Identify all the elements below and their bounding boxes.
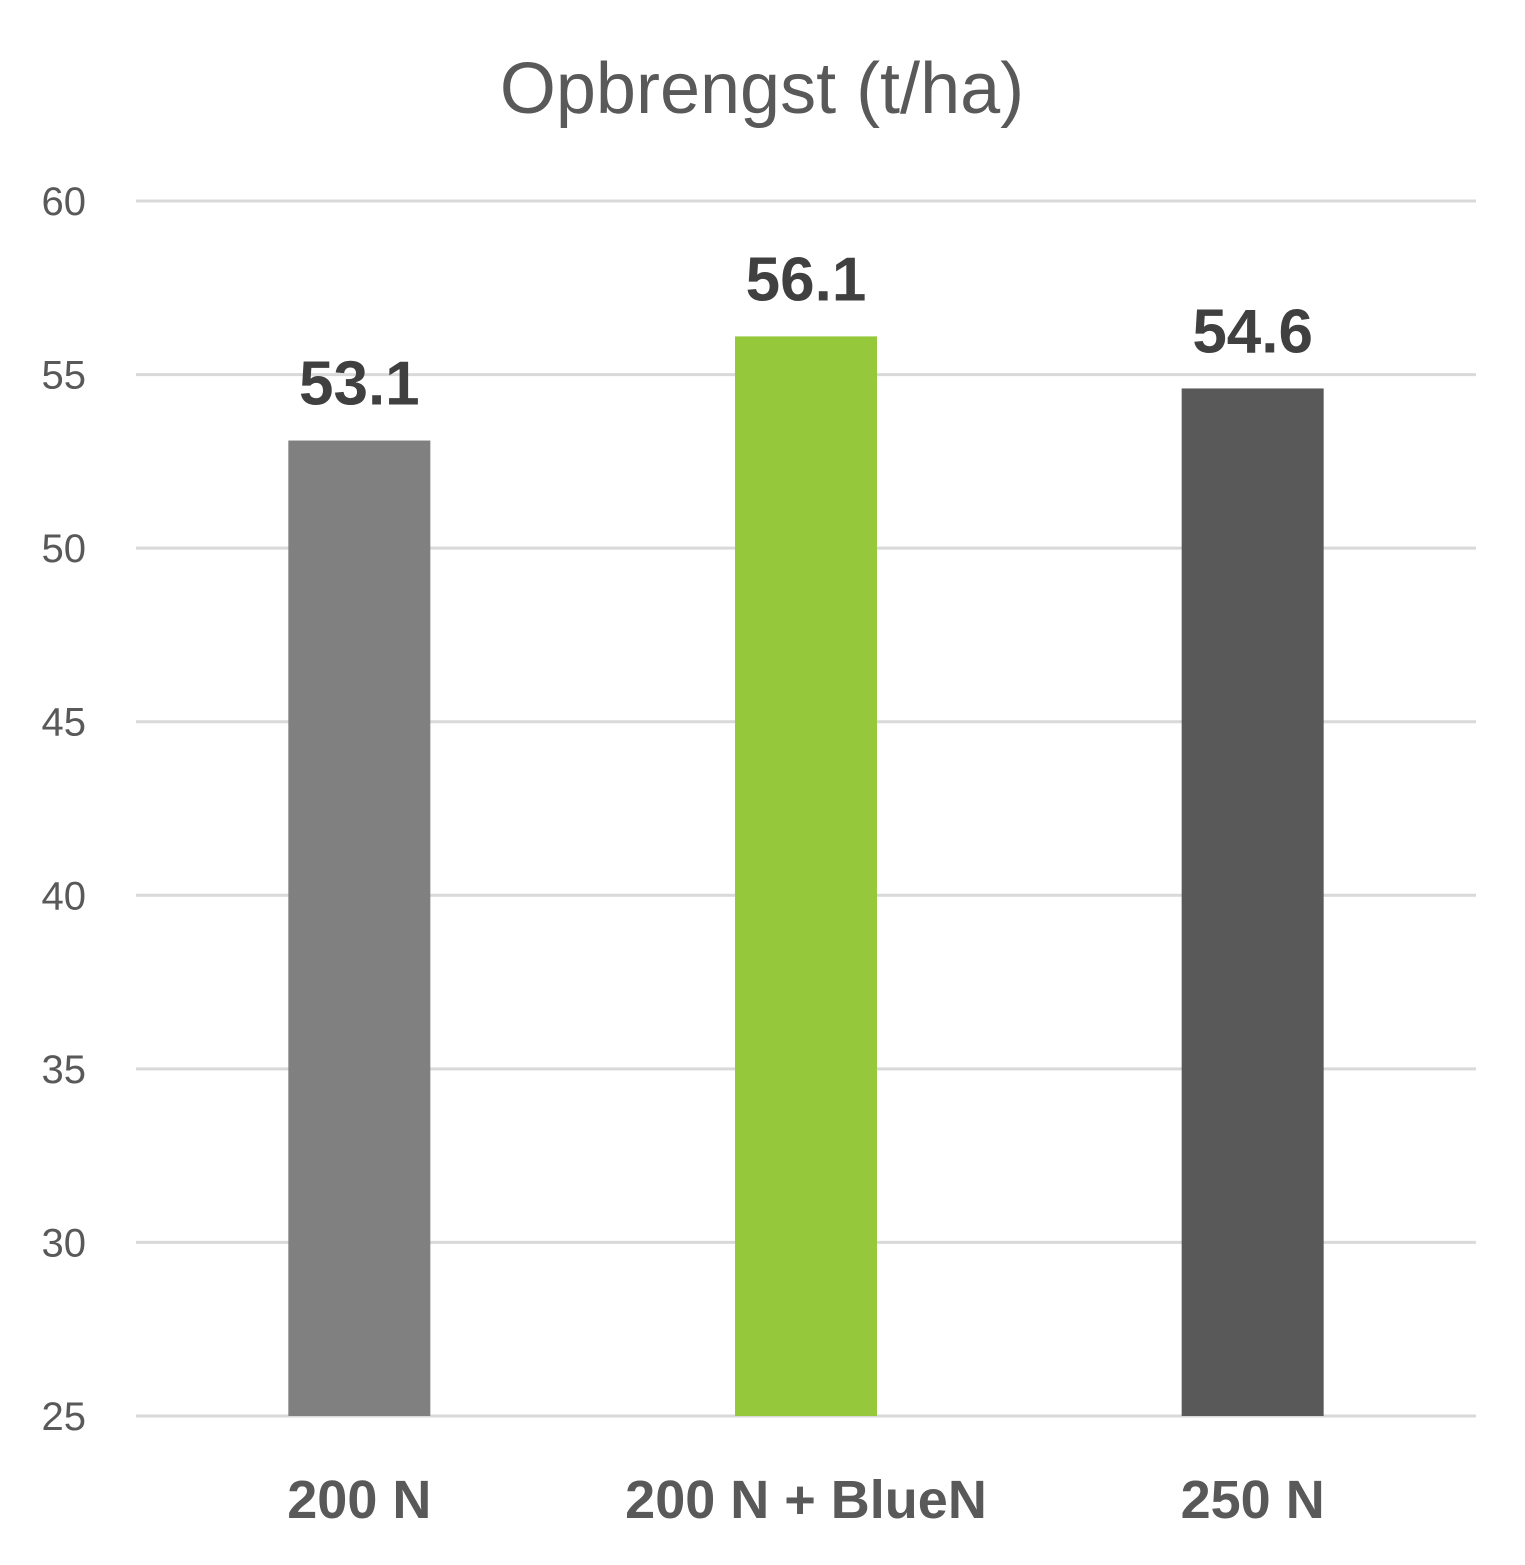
chart-title: Opbrengst (t/ha): [500, 49, 1024, 129]
data-label-3: 54.6: [1192, 297, 1313, 366]
bars: [288, 336, 1324, 1416]
x-tick-label-2: 200 N + BlueN: [625, 1470, 987, 1530]
y-tick-label: 60: [42, 180, 87, 224]
x-axis-tick-labels: 200 N 200 N + BlueN 250 N: [287, 1470, 1324, 1530]
x-tick-label-3: 250 N: [1181, 1470, 1325, 1530]
y-tick-label: 30: [42, 1221, 87, 1265]
y-tick-label: 40: [42, 874, 87, 918]
data-labels: 53.1 56.1 54.6: [299, 245, 1313, 418]
bar-3: [1181, 388, 1324, 1416]
data-label-2: 56.1: [746, 245, 867, 314]
y-axis-tick-labels: 25 30 35 40 45 50 55 60: [42, 180, 87, 1439]
y-tick-label: 50: [42, 527, 87, 571]
y-tick-label: 45: [42, 701, 87, 745]
y-tick-label: 55: [42, 354, 87, 398]
bar-2: [735, 336, 877, 1416]
data-label-1: 53.1: [299, 350, 420, 419]
bar-1: [288, 440, 431, 1416]
x-tick-label-1: 200 N: [287, 1470, 431, 1530]
y-tick-label: 35: [42, 1048, 87, 1092]
y-tick-label: 25: [42, 1395, 87, 1439]
